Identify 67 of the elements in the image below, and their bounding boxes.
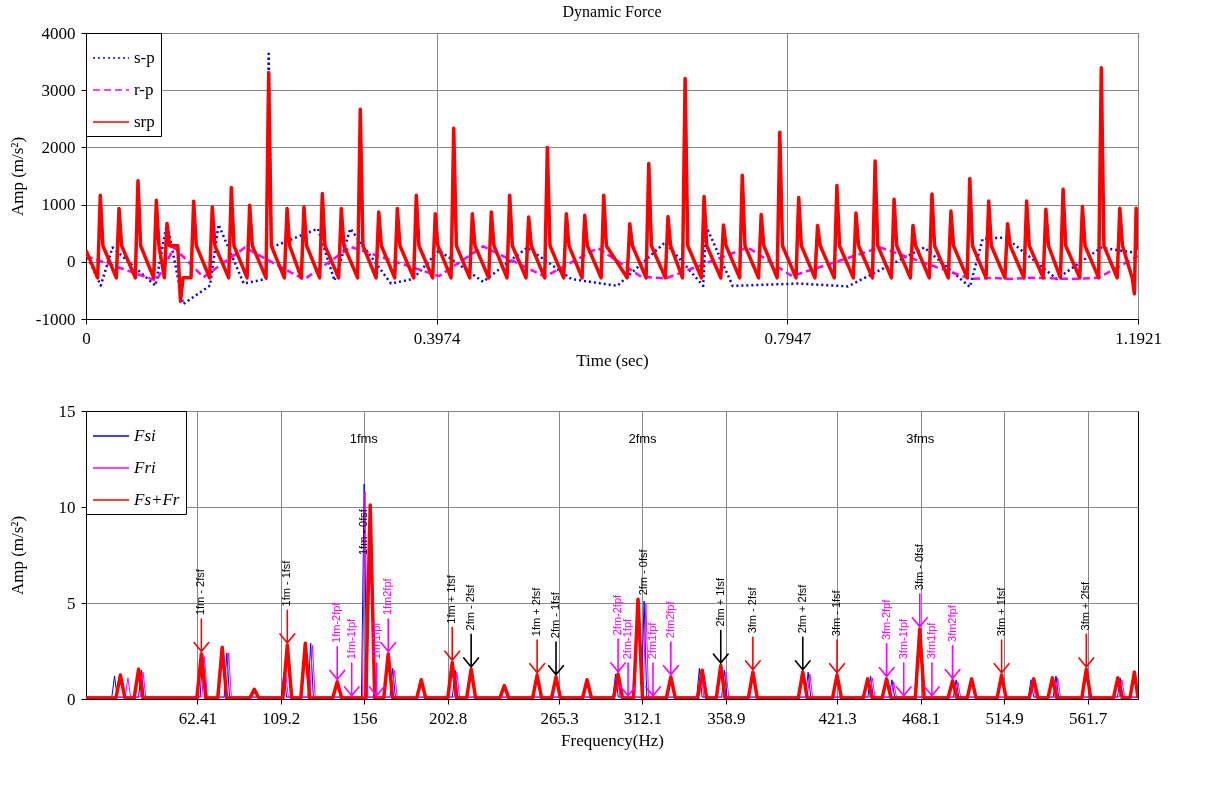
annotation: 2fms bbox=[628, 431, 658, 446]
annotation: 3fm - 0fsf bbox=[912, 543, 925, 591]
annotation: 3fm - 2fsf bbox=[745, 586, 758, 634]
y-tick-label: 5 bbox=[67, 593, 76, 613]
annotation: 1fm + 2fsf bbox=[530, 586, 543, 637]
x-tick-label: 0.3974 bbox=[413, 328, 462, 348]
x-tick-label: 265.3 bbox=[540, 708, 579, 728]
y-tick-label: 4000 bbox=[41, 23, 76, 43]
annotation: 1fm1fpf bbox=[369, 621, 382, 660]
annotation: 2fm + 2fsf bbox=[795, 583, 808, 634]
annotation: 3fm1fpf bbox=[924, 621, 937, 660]
annotation: 1fm2fpf bbox=[381, 577, 394, 616]
y-tick-label: 15 bbox=[58, 401, 76, 421]
x-tick-label: 109.2 bbox=[262, 708, 301, 728]
annotation: 2fm-2fpf bbox=[611, 593, 624, 636]
y-axis-title: Amp (m/s²) bbox=[7, 515, 27, 596]
annotation: 3fm2fpf bbox=[945, 604, 958, 642]
annotation: 2fm - 2fsf bbox=[464, 583, 477, 631]
annotation: 2fm + 1fsf bbox=[713, 577, 726, 627]
x-tick-label: 358.9 bbox=[707, 708, 746, 728]
annotation: 3fm + 2fsf bbox=[1079, 580, 1092, 631]
x-tick-label: 421.3 bbox=[818, 708, 857, 728]
annotation: 3fm - 1fsf bbox=[830, 589, 843, 637]
legend-label: Fs+Fr bbox=[133, 490, 180, 509]
x-tick-label: 0.7947 bbox=[764, 328, 812, 348]
x-tick-label: 312.1 bbox=[623, 708, 663, 728]
y-tick-label: 0 bbox=[67, 689, 76, 709]
x-tick-label: 0 bbox=[82, 328, 91, 348]
annotation: 1fm - 2fsf bbox=[194, 568, 207, 616]
x-tick-label: 202.8 bbox=[428, 708, 468, 728]
x-tick-label: 156 bbox=[351, 708, 378, 728]
y-tick-label: 0 bbox=[67, 252, 76, 272]
annotation: 3fm-1fpf bbox=[896, 617, 909, 660]
x-tick-label: 62.41 bbox=[178, 708, 217, 728]
legend-label: srp bbox=[134, 112, 155, 131]
annotation: 3fms bbox=[906, 431, 935, 446]
annotation: 2fm - 0fsf bbox=[637, 548, 650, 596]
annotation: 1fm - 1fsf bbox=[280, 559, 293, 607]
annotation: 1fm + 1fsf bbox=[445, 574, 458, 624]
annotation: 2fm2fpf bbox=[663, 600, 676, 639]
y-tick-label: 10 bbox=[58, 497, 76, 517]
annotation: 1fms bbox=[349, 431, 379, 446]
chart-title: Dynamic Force bbox=[562, 3, 662, 21]
annotation: 1fm-2fpf bbox=[330, 601, 343, 643]
line-series bbox=[86, 245, 1138, 282]
y-tick-label: 3000 bbox=[41, 80, 76, 100]
y-tick-label: 2000 bbox=[41, 137, 76, 157]
legend-label: r-p bbox=[134, 80, 154, 99]
x-tick-label: 561.7 bbox=[1068, 708, 1108, 728]
annotation: 3fm + 1fsf bbox=[994, 586, 1007, 637]
x-tick-label: 514.9 bbox=[985, 708, 1024, 728]
x-tick-label: 468.1 bbox=[902, 708, 941, 728]
x-axis-title: Frequency(Hz) bbox=[561, 730, 664, 750]
y-tick-label: 1000 bbox=[41, 195, 76, 215]
annotation: 1fm-1fpf bbox=[344, 617, 357, 660]
annotation: 1fm - 0fsf bbox=[357, 508, 370, 555]
annotation: 2fm1fpf bbox=[646, 621, 659, 660]
y-tick-label: -1000 bbox=[35, 309, 76, 329]
annotation: 3fm-2fpf bbox=[879, 598, 892, 641]
x-axis-title: Time (sec) bbox=[576, 350, 649, 370]
legend-label: Fsi bbox=[133, 426, 156, 445]
y-axis-title: Amp (m/s²) bbox=[7, 136, 27, 217]
annotation: 2fm-1fpf bbox=[621, 617, 634, 660]
x-tick-label: 1.1921 bbox=[1115, 328, 1162, 348]
annotation: 2fm - 1fsf bbox=[549, 591, 562, 639]
legend-label: s-p bbox=[134, 48, 155, 67]
legend-label: Fri bbox=[133, 458, 156, 477]
